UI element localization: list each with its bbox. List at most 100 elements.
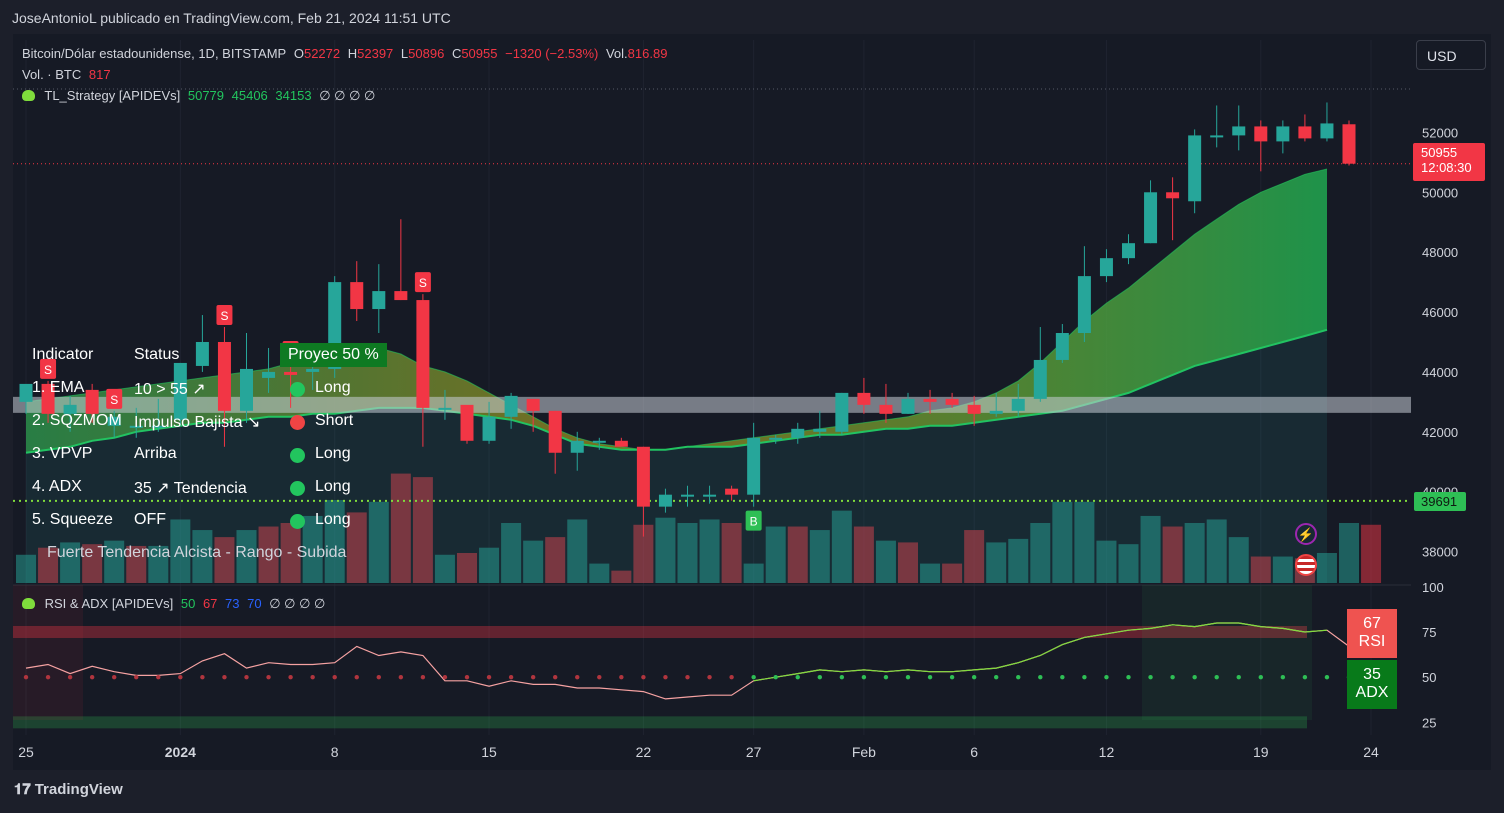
volume-bar [302, 515, 323, 583]
volume-value: 816.89 [627, 46, 668, 61]
signal-dot [290, 448, 305, 463]
candle-body [791, 428, 805, 438]
adx-dot [222, 674, 227, 680]
time-tick-label: 12 [1099, 744, 1115, 760]
rsi-value-4: 70 [247, 596, 262, 611]
adx-dot [530, 674, 536, 680]
adx-dot [1126, 674, 1131, 680]
currency-button[interactable]: USD [1416, 40, 1486, 70]
adx-dot [112, 674, 117, 680]
adx-dot [949, 674, 955, 680]
adx-dot [707, 674, 712, 680]
volume-bar [501, 523, 522, 583]
trend-zone [1142, 585, 1312, 720]
volume-bar [1272, 556, 1293, 583]
time-tick-label: 22 [636, 744, 652, 760]
adx-dot [1060, 674, 1065, 680]
adx-dot [905, 674, 911, 680]
candle-body [438, 407, 452, 410]
adx-dot [553, 674, 558, 680]
open-value: 52272 [303, 46, 341, 61]
adx-dot [354, 674, 359, 680]
candle-body [769, 437, 783, 440]
candle-body [725, 488, 739, 495]
buy-marker-label: B [750, 515, 758, 529]
us-flag-icon[interactable] [1295, 554, 1317, 576]
volume-bar [1316, 553, 1337, 583]
candle-body [1055, 333, 1069, 360]
adx-dot [597, 674, 602, 680]
adx-dot [1214, 674, 1219, 680]
candle-body [747, 437, 761, 495]
volume-bar [831, 510, 852, 583]
candle-body [592, 440, 606, 443]
candle-body [1232, 126, 1246, 136]
change-value: −1320 (−2.53%) [505, 46, 599, 61]
volume-bar [1030, 523, 1051, 583]
candle-body [1011, 398, 1025, 411]
indicator-name: 5. Squeeze [32, 511, 113, 528]
adx-dot [244, 674, 249, 680]
candle-body [1166, 192, 1180, 199]
candle-body [658, 494, 672, 507]
buy-marker [745, 510, 762, 531]
adx-dot [156, 674, 161, 680]
adx-dot [442, 674, 448, 680]
adx-dot [641, 674, 646, 680]
strategy-shade [26, 329, 1327, 583]
candle-body [1254, 126, 1268, 142]
price-tick-label: 46000 [1422, 305, 1458, 320]
candle-body [1320, 123, 1334, 139]
volume-bar [875, 540, 896, 583]
volume-bar [1228, 537, 1249, 583]
adx-dot [861, 674, 867, 680]
price-tick-label: 38000 [1422, 545, 1458, 560]
adx-dot [1236, 674, 1241, 680]
candle-body [63, 404, 77, 414]
indicator-status: Impulso Bajista ↘ [134, 414, 261, 431]
volume-bar [567, 519, 588, 583]
adx-value-tag: 35 ADX [1347, 660, 1397, 709]
rsi-tag-label: RSI [1358, 633, 1386, 650]
adx-dot [729, 674, 734, 680]
candle-body [614, 440, 628, 447]
indicator-status: Arriba [134, 445, 177, 462]
rsi-value-3: 73 [225, 596, 240, 611]
level-price-tag: 39691 [1414, 492, 1466, 511]
volume-bar [192, 530, 213, 583]
lightning-icon[interactable]: ⚡ [1295, 523, 1317, 545]
candle-body [151, 425, 165, 428]
ohlc-legend: Bitcoin/Dólar estadounidense, 1D, BITSTA… [22, 46, 671, 61]
adx-dot [1016, 674, 1021, 680]
volume-bar [611, 570, 632, 583]
tradingview-logo[interactable]: 𝟏𝟕 TradingView [14, 781, 123, 798]
adx-dot [486, 674, 492, 680]
adx-dot [376, 674, 381, 680]
volume-bar [655, 517, 676, 583]
adx-dot [1280, 674, 1286, 680]
indicator-signal: Long [315, 445, 351, 462]
volume-indicator-value: 817 [88, 67, 111, 82]
rsi-empty-values: ∅ ∅ ∅ ∅ [269, 596, 326, 611]
candle-body [636, 446, 650, 507]
tradingview-mark-icon: 𝟏𝟕 [14, 781, 31, 798]
candle-body [173, 362, 187, 420]
time-tick-label: 25 [18, 744, 34, 760]
adx-dot [685, 674, 690, 680]
high-label: H [347, 46, 358, 61]
signal-dot [290, 514, 305, 529]
adx-dot [971, 674, 977, 680]
volume-bar [545, 537, 566, 583]
last-price: 50955 [1421, 145, 1458, 160]
rsi-label: RSI & ADX [APIDEVs] [44, 596, 174, 611]
indicator-name: 4. ADX [32, 478, 82, 495]
time-tick-label: 19 [1253, 744, 1269, 760]
volume-bar [964, 530, 985, 583]
volume-bar [1339, 523, 1359, 583]
symbol-label: Bitcoin/Dólar estadounidense, 1D, BITSTA… [22, 46, 287, 61]
strategy-value-1: 50779 [187, 88, 225, 103]
table-row: 1. EMA 10 > 55 ↗ Long [20, 379, 395, 409]
price-tick-label: 48000 [1422, 245, 1458, 260]
adx-dot [332, 674, 337, 680]
